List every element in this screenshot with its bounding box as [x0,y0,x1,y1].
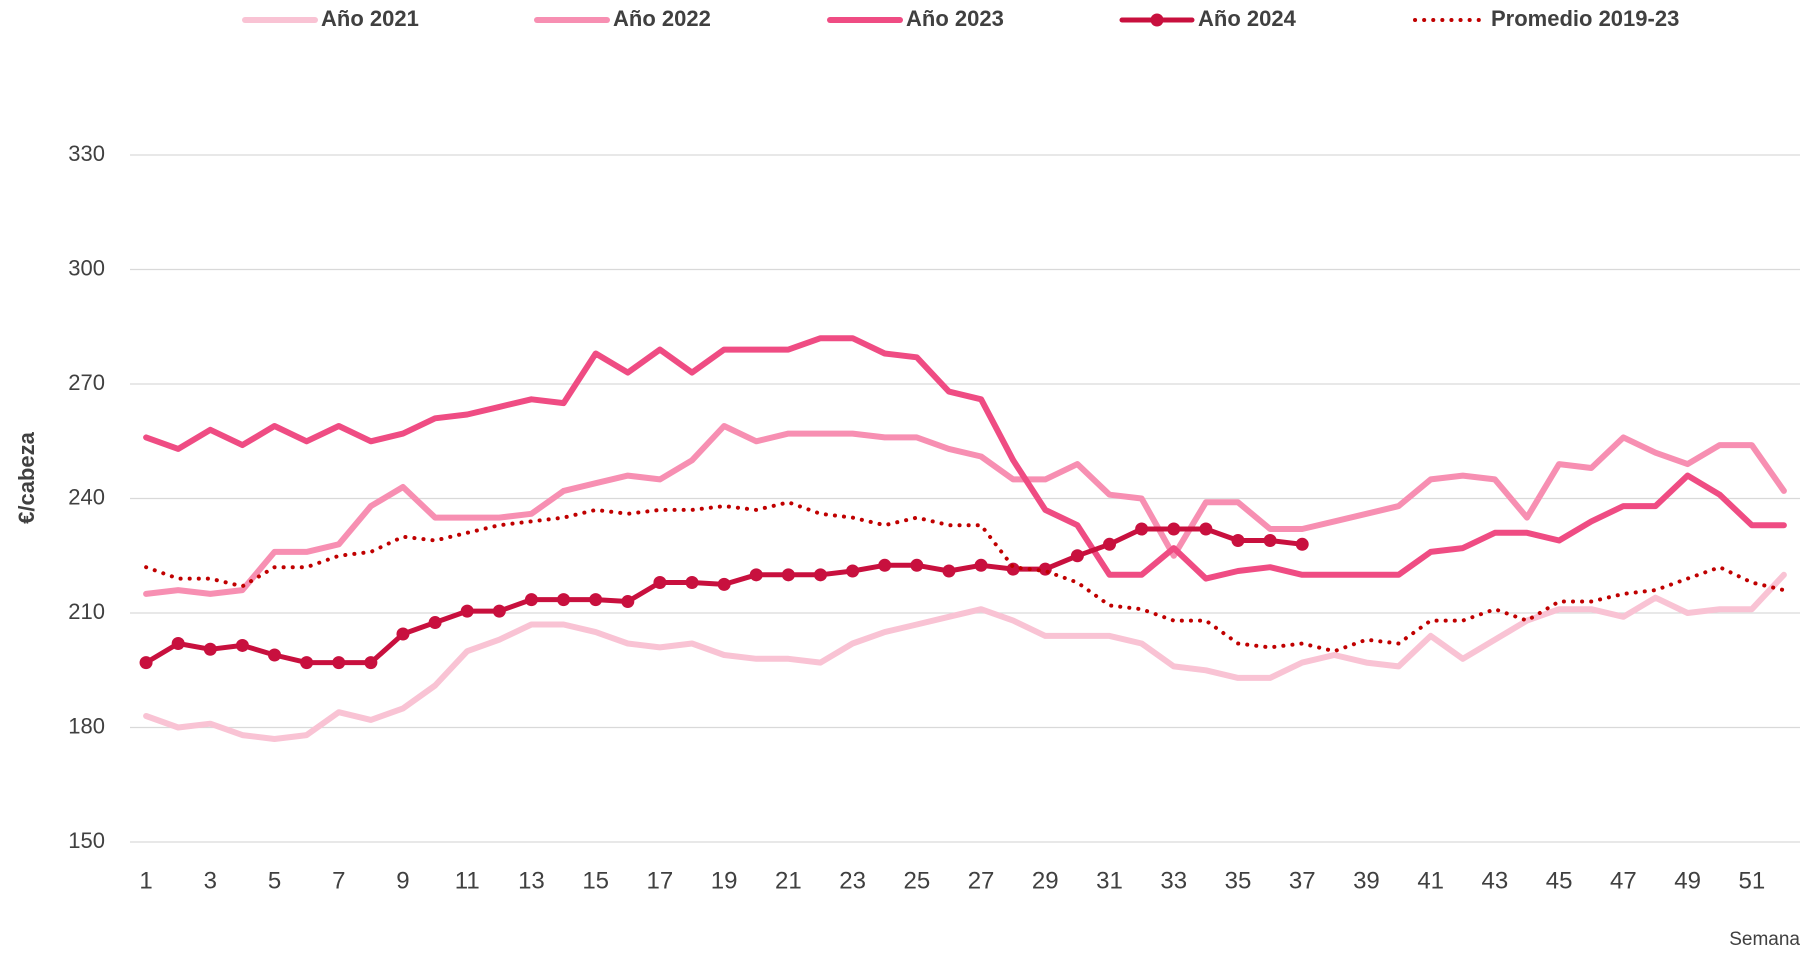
y-tick-label: 270 [68,370,105,395]
x-tick-label: 45 [1546,867,1573,894]
point [1103,537,1117,551]
point [589,593,603,607]
x-tick-label: 13 [518,867,545,894]
point [717,577,731,591]
x-tick-label: 11 [455,867,480,894]
x-tick-label: 5 [268,867,281,894]
x-tick-label: 17 [647,867,674,894]
x-tick-label: 9 [396,867,409,894]
point [942,564,956,578]
x-tick-label: 25 [903,867,930,894]
point [1263,533,1277,547]
point [268,648,282,662]
x-tick-label: 19 [711,867,738,894]
legend-label: Año 2024 [1198,6,1297,31]
point [1038,562,1052,576]
y-axis-label: €/cabeza [14,431,39,523]
point [1006,562,1020,576]
x-tick-label: 33 [1160,867,1187,894]
point [781,568,795,582]
point [300,656,314,670]
point [974,558,988,572]
point [428,616,442,630]
legend-label: Año 2022 [613,6,711,31]
x-tick-label: 23 [839,867,866,894]
x-axis-label: Semana [1729,929,1800,950]
point [653,575,667,589]
point [1199,522,1213,536]
x-tick-label: 27 [968,867,995,894]
x-tick-label: 49 [1674,867,1701,894]
series-line [143,423,1787,597]
x-tick-label: 29 [1032,867,1059,894]
y-tick-label: 300 [68,255,105,280]
point [203,642,217,656]
y-tick-label: 180 [68,713,105,738]
y-tick-label: 210 [68,599,105,624]
point [460,604,474,618]
x-tick-label: 39 [1353,867,1380,894]
x-tick-label: 51 [1738,867,1765,894]
x-tick-label: 1 [139,867,152,894]
point [749,568,763,582]
point [557,593,571,607]
point [685,575,699,589]
point [524,593,538,607]
legend-marker [1150,13,1164,27]
x-tick-label: 15 [582,867,609,894]
point [332,656,346,670]
series-line [143,335,1787,582]
point [813,568,827,582]
series-line [144,500,1786,654]
series-line [143,571,1787,742]
point [235,638,249,652]
x-tick-label: 47 [1610,867,1637,894]
point [878,558,892,572]
point [846,564,860,578]
y-tick-label: 150 [68,828,105,853]
point [1295,537,1309,551]
x-tick-label: 37 [1289,867,1316,894]
point [621,595,635,609]
legend-label: Año 2021 [321,6,419,31]
y-tick-label: 330 [68,141,105,166]
point [1070,549,1084,563]
x-tick-label: 43 [1482,867,1509,894]
x-tick-label: 3 [204,867,217,894]
point [910,558,924,572]
x-tick-label: 31 [1096,867,1123,894]
point [1167,522,1181,536]
point [171,637,185,651]
point [396,627,410,641]
legend-label: Promedio 2019-23 [1491,6,1679,31]
point [1135,522,1149,536]
y-tick-label: 240 [68,484,105,509]
x-tick-label: 41 [1417,867,1444,894]
legend-label: Año 2023 [906,6,1004,31]
x-tick-label: 21 [775,867,802,894]
point [139,656,153,670]
point [1231,533,1245,547]
point [492,604,506,618]
x-tick-label: 35 [1225,867,1252,894]
x-tick-label: 7 [332,867,345,894]
point [364,656,378,670]
